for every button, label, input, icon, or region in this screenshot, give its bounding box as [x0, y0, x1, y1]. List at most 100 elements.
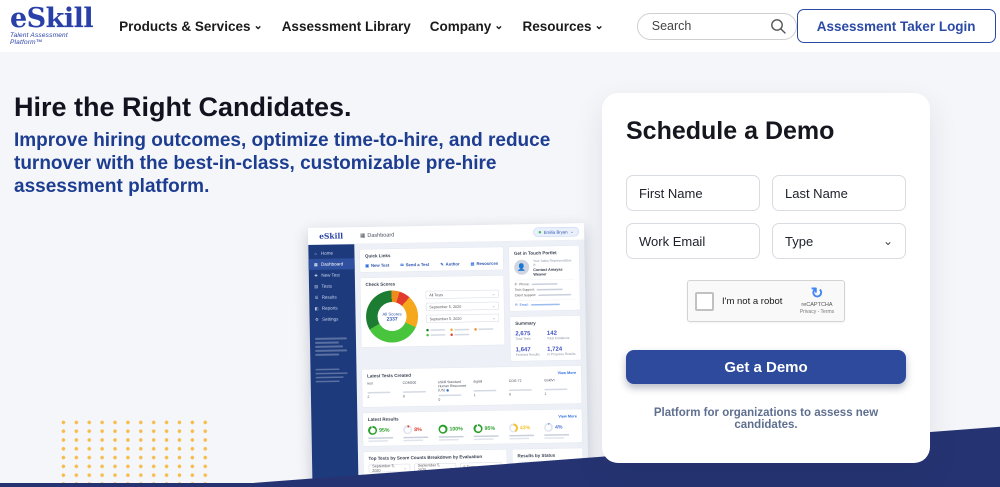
- stat-value: 1,724: [547, 345, 563, 353]
- test-name: COG-72: [508, 379, 522, 384]
- quick-link-new-test: ▣ New Test: [365, 263, 389, 268]
- latest-result-item: 100%: [438, 424, 471, 441]
- new-test-icon: ▣: [365, 263, 369, 268]
- stat-label: Total Tests: [515, 337, 531, 341]
- edit-icon: ✎: [440, 261, 444, 267]
- contact-email-line: ✉ Email:: [515, 302, 575, 307]
- result-ring: [367, 426, 378, 436]
- result-ring: [543, 422, 554, 433]
- nav-resources[interactable]: Resources ⌄: [522, 19, 603, 34]
- latest-test-item: GoldVI 1: [544, 378, 576, 400]
- text-bar: [315, 368, 340, 371]
- test-name: test: [367, 381, 373, 386]
- dash-user-name: Emilia Bryan: [543, 229, 568, 235]
- text-bar: [314, 341, 340, 344]
- result-pct: 4%: [554, 424, 563, 431]
- quick-link-author: ✎ Author: [440, 261, 459, 266]
- hero-title: Hire the Right Candidates.: [14, 92, 352, 122]
- contact-line-label: Email:: [519, 302, 529, 307]
- nav-assessment-library[interactable]: Assessment Library: [282, 19, 411, 34]
- test-name: digital: [473, 379, 483, 384]
- top-tests-title: Top Tests by Score Counts Breakdown by E…: [368, 454, 483, 462]
- chevron-down-icon: ⌄: [491, 291, 496, 297]
- dashboard-screenshot: eSkill ▦ Dashboard Emilia Bryan ⌄ ⌂ Home …: [308, 223, 591, 487]
- dash-sidebar-new-test: ✚ New Test: [309, 269, 355, 281]
- dash-sidebar-tests: ▤ Tests: [309, 280, 355, 292]
- latest-result-item: 8%: [403, 425, 436, 442]
- bottom-strip: [0, 483, 1000, 487]
- assessment-taker-login-button[interactable]: Assessment Taker Login: [796, 9, 996, 43]
- sales-rep-avatar: 👤: [514, 259, 530, 275]
- last-name-field[interactable]: [772, 175, 906, 211]
- test-date-bar: [473, 389, 497, 392]
- resources-icon: ▤: [470, 261, 475, 266]
- donut-legend: [426, 328, 499, 337]
- text-bar: [438, 436, 464, 438]
- test-date-bar: [544, 388, 568, 391]
- check-scores-title: Check Scores: [365, 281, 396, 288]
- result-ring: [438, 424, 448, 434]
- test-date-bar: [508, 389, 532, 392]
- dashboard-image: eSkill ▦ Dashboard Emilia Bryan ⌄ ⌂ Home …: [308, 223, 590, 487]
- quick-link-send-test: ✉ Send a Test: [400, 262, 429, 268]
- legend-item: [426, 328, 446, 332]
- filter-value: September 5, 2020: [429, 316, 462, 322]
- recaptcha-label: I'm not a robot: [722, 295, 783, 307]
- nav-company[interactable]: Company ⌄: [430, 19, 504, 34]
- sidebar-label: Settings: [322, 316, 339, 322]
- test-name-text: eSkill Standard Human Resources (US): [437, 380, 467, 393]
- search: [636, 12, 797, 40]
- filter-value: September 5, 2020: [429, 304, 462, 310]
- dash-title-text: Dashboard: [367, 231, 395, 239]
- summary-card: Summary 2,675 Total Tests 142 Total Invita…: [509, 315, 582, 362]
- latest-test-item: COG-72 0: [509, 379, 541, 401]
- latest-tests-card: Latest Tests Created View More test 2 COM…: [361, 365, 583, 408]
- latest-result-item: 95%: [367, 426, 401, 443]
- recaptcha-widget: I'm not a robot ↻ reCAPTCHA Privacy - Te…: [687, 280, 845, 322]
- nav-products-services[interactable]: Products & Services ⌄: [119, 19, 263, 34]
- legend-text-bar: [430, 329, 446, 331]
- main-nav: Products & Services ⌄ Assessment Library…: [119, 19, 604, 34]
- test-name: eSkill Standard Human Resources (US): [438, 380, 470, 393]
- sidebar-label: Home: [320, 250, 333, 256]
- stat-total-invitations: 142 Total Invitations: [547, 329, 576, 340]
- chevron-down-icon: ⌄: [491, 303, 496, 309]
- quick-link-resources: ▤ Resources: [471, 261, 499, 266]
- dash-account-info-block: [314, 337, 351, 356]
- text-bar: [368, 437, 394, 440]
- quick-link-label: Send a Test: [405, 261, 430, 268]
- text-bar: [315, 353, 340, 356]
- eskill-logo[interactable]: eSkill Talent Assessment Platform™: [10, 5, 94, 46]
- contact-line-label: Client Support:: [514, 293, 537, 298]
- stat-value: 2,675: [515, 329, 531, 337]
- search-icon[interactable]: [770, 18, 787, 40]
- tests-icon: ▤: [314, 284, 319, 289]
- contact-name: Contact Amayas Weaver: [533, 267, 563, 277]
- filter-value: All Tests: [429, 292, 444, 298]
- schedule-demo-card: Schedule a Demo Type ⌄ I'm not a robot ↻…: [602, 93, 930, 463]
- get-in-touch-card: Get in Touch Portlet 👤 Your Sales Repres…: [508, 245, 581, 312]
- dash-sidebar-reports: ◧ Reports: [309, 302, 355, 314]
- filter-all-tests: All Tests ⌄: [425, 289, 499, 299]
- result-pct: 95%: [484, 425, 496, 432]
- result-pct: 100%: [449, 426, 463, 433]
- get-a-demo-button[interactable]: Get a Demo: [626, 350, 906, 384]
- home-icon: ⌂: [314, 251, 317, 256]
- summary-title: Summary: [515, 320, 536, 326]
- type-select[interactable]: Type ⌄: [772, 223, 906, 259]
- test-date-bar: [402, 390, 426, 393]
- results-by-status-title: Results by Status: [517, 452, 556, 459]
- work-email-field[interactable]: [626, 223, 760, 259]
- search-input[interactable]: [636, 12, 797, 40]
- legend-dot: [450, 328, 453, 332]
- recaptcha-checkbox[interactable]: [695, 291, 714, 311]
- first-name-field[interactable]: [626, 175, 760, 211]
- text-bar: [531, 282, 558, 285]
- result-ring: [508, 423, 518, 433]
- recaptcha-privacy-terms[interactable]: Privacy - Terms: [799, 309, 835, 315]
- test-count: 2: [367, 395, 370, 399]
- view-more-link: View More: [558, 413, 577, 419]
- donut-center: All Scores 2337: [377, 301, 407, 332]
- test-name: COM200: [402, 381, 417, 385]
